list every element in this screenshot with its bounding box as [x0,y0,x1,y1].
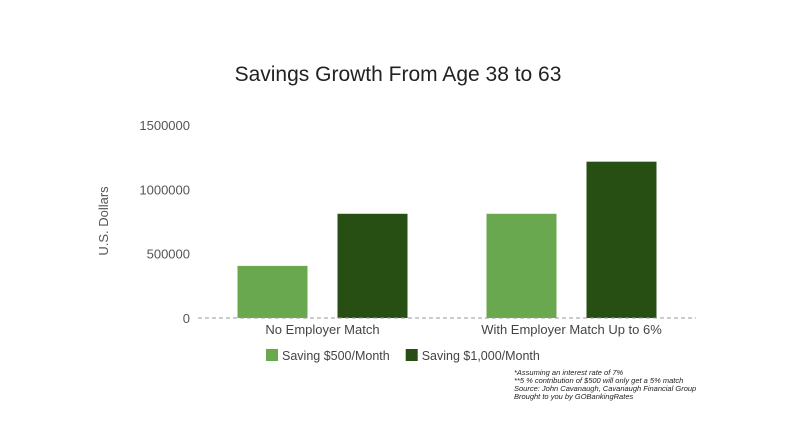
legend: Saving $500/Month Saving $1,000/Month [266,349,540,363]
x-category-label: With Employer Match Up to 6% [481,322,662,337]
y-tick-label: 1000000 [139,182,190,197]
category-labels: No Employer Match With Employer Match Up … [265,322,662,337]
y-tick-label: 500000 [147,247,190,262]
bar [586,161,657,318]
footnotes: *Assuming an interest rate of 7%**5 % co… [514,368,696,401]
y-tick-label: 0 [183,311,190,326]
bars-group [237,161,657,318]
chart-title: Savings Growth From Age 38 to 63 [235,63,562,86]
y-axis-ticks: 0 500000 1000000 1500000 [139,118,190,326]
x-category-label: No Employer Match [265,322,379,337]
y-tick-label: 1500000 [139,118,190,133]
footnote-line: Brought to you by GOBankingRates [514,392,633,401]
footnote-line: Source: John Cavanaugh, Cavanaugh Financ… [514,384,696,393]
y-axis-label: U.S. Dollars [96,186,111,256]
bar [337,213,408,318]
footnote-line: *Assuming an interest rate of 7% [514,368,624,377]
legend-swatch [266,349,278,361]
bar [486,213,557,318]
legend-entry-label: Saving $1,000/Month [422,349,540,363]
legend-swatch [405,349,418,361]
legend-entry-label: Saving $500/Month [282,349,390,363]
bar [237,265,308,318]
footnote-line: **5 % contribution of $500 will only get… [514,376,683,385]
